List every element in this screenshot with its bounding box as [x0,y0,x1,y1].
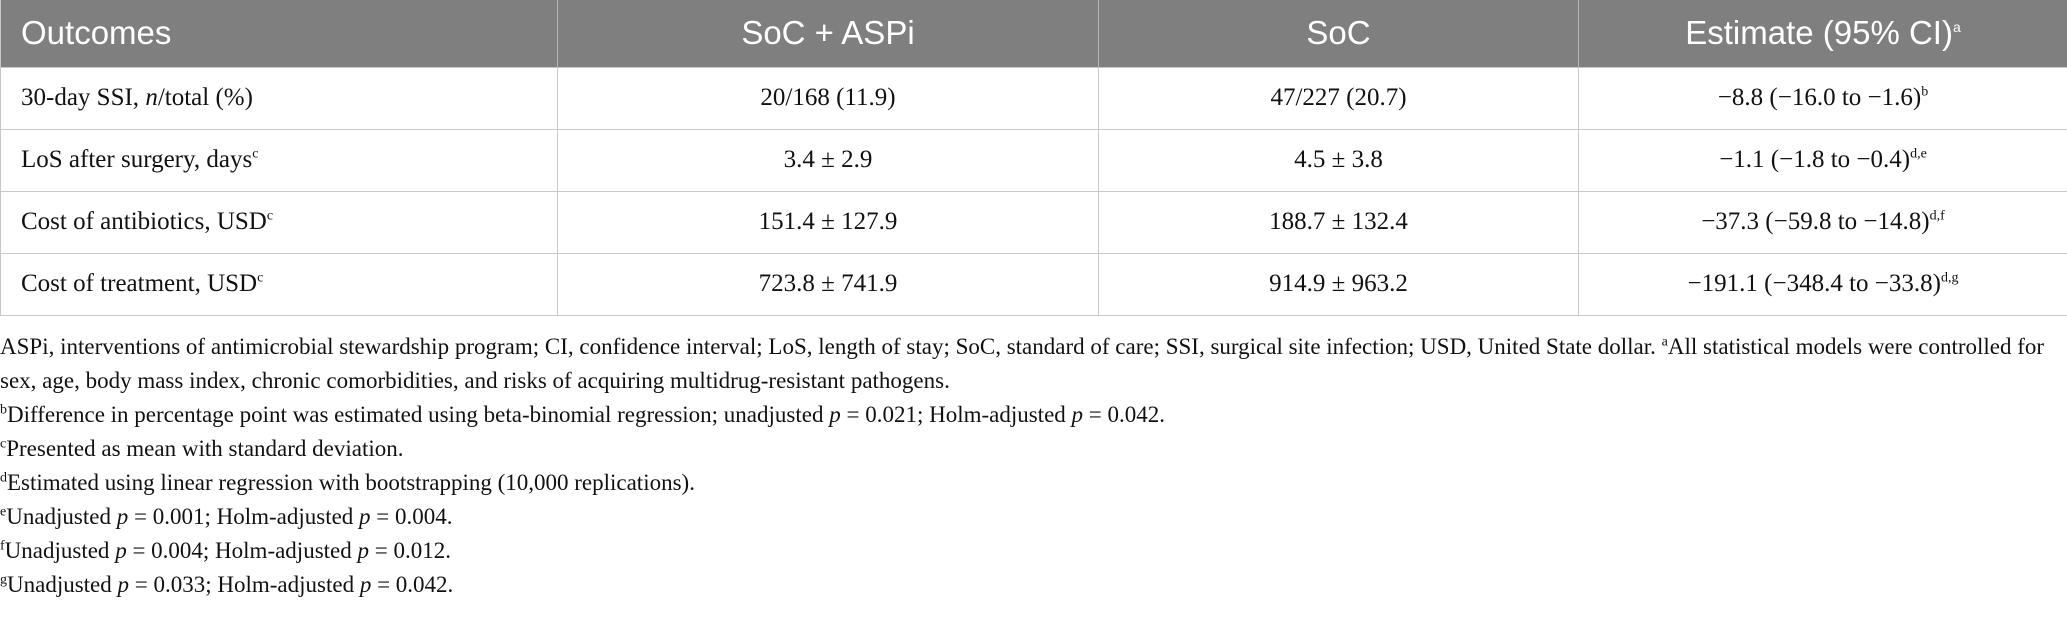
p-symbol: p [357,538,370,563]
cell-estimate: −37.3 (−59.8 to −14.8)d,f [1578,190,2067,253]
footnote-b-text: = 0.021; Holm-adjusted [840,402,1072,427]
cell-estimate: −1.1 (−1.8 to −0.4)d,e [1578,128,2067,191]
header-estimate-sup: a [1952,19,1961,36]
row-label-sup: c [266,208,274,224]
cell-soc-aspi: 20/168 (11.9) [557,66,1099,129]
row-label-text: LoS after surgery, days [21,146,253,173]
footnote-g-text: = 0.033; Holm-adjusted [129,572,360,597]
footnote-b: bDifference in percentage point was esti… [0,398,2067,432]
footnote-mark-b: b [0,402,7,418]
cell-estimate-text: −8.8 (−16.0 to −1.6) [1717,84,1922,111]
cell-estimate-text: −1.1 (−1.8 to −0.4) [1719,146,1911,173]
row-label: 30-day SSI, n/total (%) [0,66,558,129]
row-label: LoS after surgery, daysc [0,128,558,191]
p-symbol: p [117,572,130,597]
cell-soc: 914.9 ± 963.2 [1098,252,1579,316]
row-label: Cost of treatment, USDc [0,252,558,316]
outcomes-table: Outcomes SoC + ASPi SoC Estimate (95% CI… [0,0,2067,316]
table-row: Cost of treatment, USDc 723.8 ± 741.9 91… [0,252,2067,316]
row-label-text: Cost of treatment, USD [21,270,258,297]
cell-estimate: −191.1 (−348.4 to −33.8)d,g [1578,252,2067,316]
footnote-e: eUnadjusted p = 0.001; Holm-adjusted p =… [0,500,2067,534]
cell-estimate: −8.8 (−16.0 to −1.6)b [1578,66,2067,129]
p-symbol: p [116,504,129,529]
footnote-f-text: Unadjusted [4,538,116,563]
footnote-g-text: = 0.042. [371,572,454,597]
cell-soc: 47/227 (20.7) [1098,66,1579,129]
table-row: 30-day SSI, n/total (%) 20/168 (11.9) 47… [0,66,2067,129]
footnote-a-text: All statistical models were controlled f… [0,334,2045,393]
cell-soc: 4.5 ± 3.8 [1098,128,1579,191]
footnote-mark-c: c [0,436,7,452]
row-label: Cost of antibiotics, USDc [0,190,558,253]
footnote-d: dEstimated using linear regression with … [0,466,2067,500]
row-label-text: Cost of antibiotics, USD [21,208,267,235]
p-symbol: p [359,572,372,597]
header-soc-aspi: SoC + ASPi [557,0,1099,67]
header-estimate: Estimate (95% CI)a [1578,0,2067,67]
cell-estimate-text: −191.1 (−348.4 to −33.8) [1687,270,1941,297]
table-row: LoS after surgery, daysc 3.4 ± 2.9 4.5 ±… [0,128,2067,191]
row-label-suffix: /total (%) [157,84,253,111]
footnote-mark-f: f [0,538,5,554]
footnote-e-text: Unadjusted [6,504,117,529]
row-label-italic: n [145,84,158,111]
footnote-abbrev-text: ASPi, interventions of antimicrobial ste… [0,334,1662,359]
footnote-g: gUnadjusted p = 0.033; Holm-adjusted p =… [0,568,2067,602]
footnote-c-text: Presented as mean with standard deviatio… [6,436,404,461]
header-outcomes: Outcomes [21,14,172,52]
footnote-abbreviations: ASPi, interventions of antimicrobial ste… [0,330,2062,398]
table-footnotes: ASPi, interventions of antimicrobial ste… [0,330,2067,602]
header-soc: SoC [1098,0,1579,67]
footnote-f-text: = 0.012. [369,538,451,563]
row-label-sup: c [252,146,259,162]
p-symbol: p [115,538,127,563]
cell-soc-aspi: 3.4 ± 2.9 [557,128,1099,191]
header-row: Outcomes SoC + ASPi SoC Estimate (95% CI… [0,0,2067,67]
cell-soc-aspi: 151.4 ± 127.9 [557,190,1099,253]
footnote-mark-g: g [0,572,7,588]
cell-estimate-sup: d,g [1940,270,1959,286]
footnote-mark-d: d [0,470,7,486]
cell-estimate-sup: b [1921,84,1929,100]
cell-estimate-text: −37.3 (−59.8 to −14.8) [1701,208,1930,235]
cell-estimate-sup: d,f [1929,208,1945,224]
cell-estimate-sup: d,e [1910,146,1927,162]
footnote-mark-e: e [0,504,7,520]
row-label-sup: c [257,270,264,286]
table-container: Outcomes SoC + ASPi SoC Estimate (95% CI… [0,0,2067,316]
table-row: Cost of antibiotics, USDc 151.4 ± 127.9 … [0,190,2067,253]
cell-soc-aspi: 723.8 ± 741.9 [557,252,1099,316]
header-estimate-text: Estimate (95% CI) [1685,14,1953,52]
footnote-d-text: Estimated using linear regression with b… [7,470,695,495]
row-label-text: 30-day SSI, [21,84,146,111]
p-symbol: p [829,402,841,427]
footnote-mark-a: a [1661,334,1668,350]
cell-soc: 188.7 ± 132.4 [1098,190,1579,253]
footnote-e-text: = 0.004. [370,504,453,529]
footnote-g-text: Unadjusted [7,572,118,597]
p-symbol: p [359,504,371,529]
footnote-f: fUnadjusted p = 0.004; Holm-adjusted p =… [0,534,2067,568]
footnote-f-text: = 0.004; Holm-adjusted [126,538,358,563]
footnote-e-text: = 0.001; Holm-adjusted [128,504,360,529]
footnote-c: cPresented as mean with standard deviati… [0,432,2067,466]
p-symbol: p [1071,402,1084,427]
footnote-b-text: = 0.042. [1083,402,1166,427]
footnote-b-text: Difference in percentage point was estim… [7,402,830,427]
